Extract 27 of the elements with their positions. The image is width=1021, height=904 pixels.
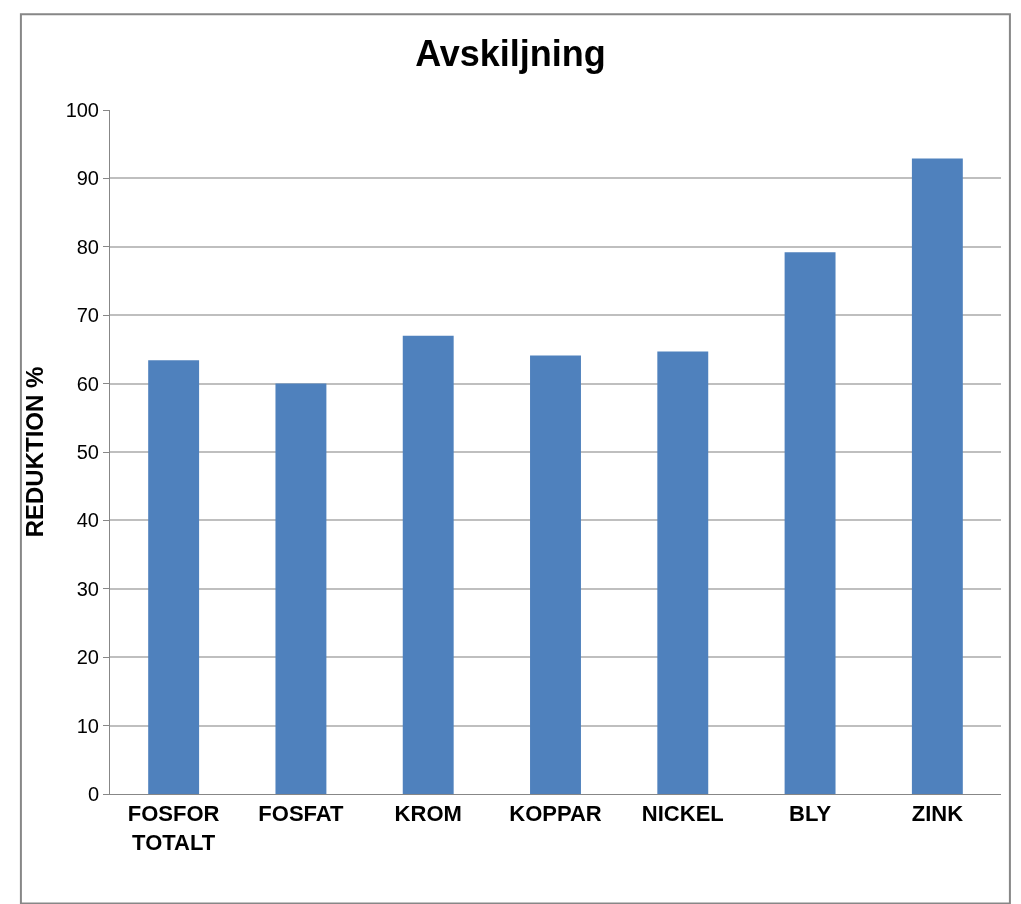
- x-tick-label: FOSFOR TOTALT: [127, 801, 220, 855]
- bar: [275, 383, 327, 794]
- bar: [530, 355, 581, 794]
- y-tick-label: 10: [76, 714, 99, 737]
- bar: [784, 252, 836, 794]
- x-tick-label: KROM: [394, 801, 462, 827]
- y-tick-label: 30: [76, 577, 99, 600]
- y-axis-title: REDUKTION %: [20, 366, 48, 538]
- y-tick-label: 20: [76, 646, 99, 669]
- chart-title: Avskiljning: [415, 32, 606, 74]
- y-tick-label: 60: [76, 372, 99, 395]
- x-tick-label: BLY: [789, 801, 832, 827]
- x-tick-label: ZINK: [911, 801, 964, 827]
- bar: [657, 351, 709, 794]
- x-tick-label: FOSFAT: [258, 801, 345, 827]
- y-tick-label: 80: [76, 235, 99, 258]
- y-tick-label: 90: [76, 167, 99, 190]
- y-tick-label: 70: [76, 304, 99, 327]
- bar: [402, 335, 454, 794]
- y-tick-label: 40: [76, 509, 99, 532]
- bar: [911, 158, 963, 794]
- bar: [148, 360, 200, 794]
- y-tick-label: 0: [87, 783, 99, 805]
- x-tick-label: KOPPAR: [509, 801, 602, 827]
- y-tick-label: 50: [76, 441, 99, 463]
- y-tick-label: 100: [65, 99, 99, 121]
- x-tick-label: NICKEL: [641, 801, 724, 827]
